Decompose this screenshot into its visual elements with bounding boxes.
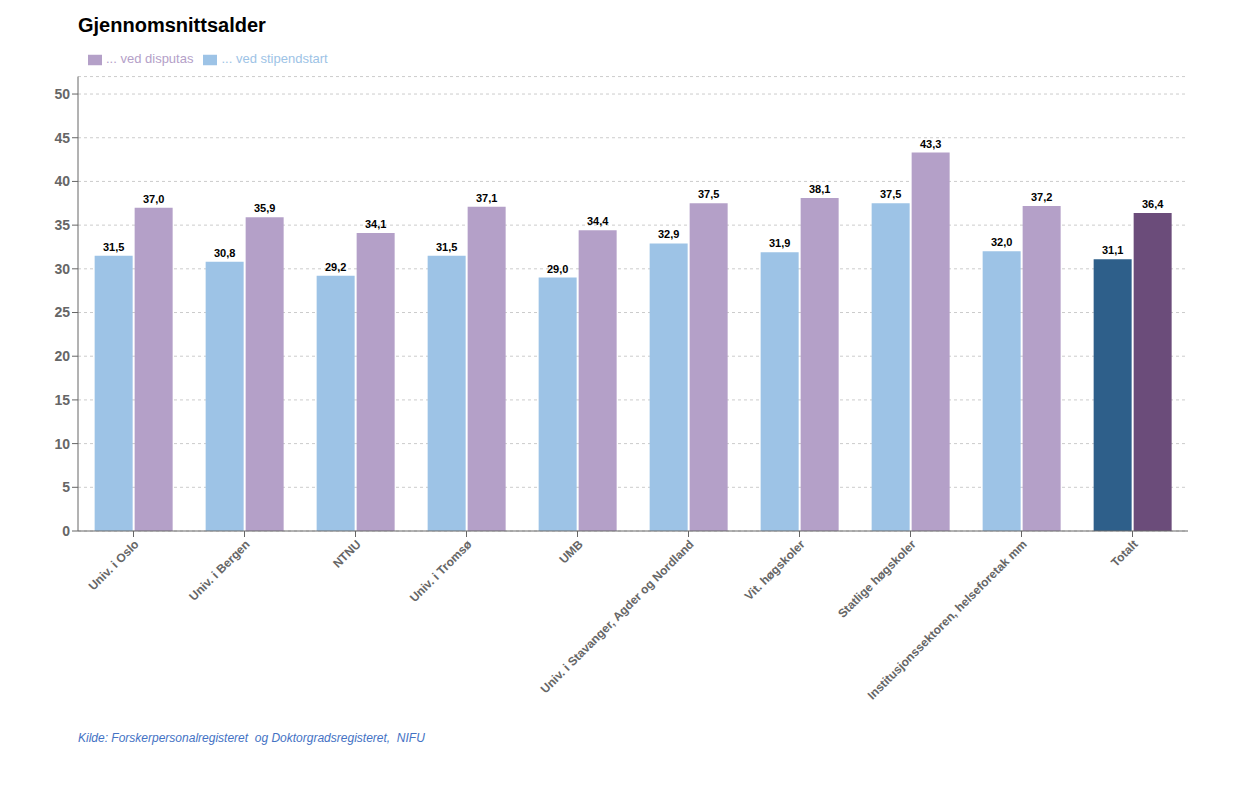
html-text:Gjennomsnittsalder: Gjennomsnittsalder (78, 14, 266, 36)
svg-text:Univ. i Bergen: Univ. i Bergen (186, 537, 252, 603)
svg-text:Univ. i Stavanger, Agder og No: Univ. i Stavanger, Agder og Nordland (538, 537, 697, 696)
svg-text:36,4: 36,4 (1142, 198, 1164, 210)
svg-text:45: 45 (54, 130, 70, 146)
svg-text:NTNU: NTNU (330, 537, 363, 570)
svg-text:Totalt: Totalt (1108, 537, 1140, 569)
svg-text:50: 50 (54, 86, 70, 102)
svg-text:38,1: 38,1 (809, 183, 830, 195)
svg-text:43,3: 43,3 (920, 138, 941, 150)
html-text:... ved disputas: ... ved disputas (106, 51, 194, 66)
svg-text:5: 5 (62, 479, 70, 495)
svg-text:29,2: 29,2 (325, 261, 346, 273)
svg-text:Statlige høgskoler: Statlige høgskoler (835, 537, 919, 621)
svg-text:32,9: 32,9 (658, 228, 679, 240)
svg-text:31,5: 31,5 (436, 241, 457, 253)
svg-text:37,5: 37,5 (880, 188, 901, 200)
svg-text:0: 0 (62, 523, 70, 539)
svg-text:Univ. i Tromsø: Univ. i Tromsø (407, 537, 475, 605)
svg-text:37,1: 37,1 (476, 192, 497, 204)
svg-text:37,0: 37,0 (143, 193, 164, 205)
svg-text:30: 30 (54, 261, 70, 277)
svg-text:Institusjonssektoren, helsefor: Institusjonssektoren, helseforetak mm (865, 537, 1030, 702)
svg-text:30,8: 30,8 (214, 247, 235, 259)
svg-text:Vit. høgskoler: Vit. høgskoler (742, 537, 808, 603)
svg-text:29,0: 29,0 (547, 263, 568, 275)
html-text:Kilde: Forskerpersonalregister: Kilde: Forskerpersonalregisteret og Dokt… (78, 731, 425, 745)
svg-text:10: 10 (54, 436, 70, 452)
svg-text:35: 35 (54, 217, 70, 233)
svg-text:15: 15 (54, 392, 70, 408)
svg-text:Univ. i Oslo: Univ. i Oslo (86, 537, 142, 593)
svg-text:32,0: 32,0 (991, 236, 1012, 248)
html-text:... ved stipendstart: ... ved stipendstart (221, 51, 328, 66)
svg-text:34,1: 34,1 (365, 218, 386, 230)
svg-text:37,2: 37,2 (1031, 191, 1052, 203)
svg-text:31,1: 31,1 (1102, 244, 1123, 256)
svg-text:34,4: 34,4 (587, 215, 609, 227)
svg-text:UMB: UMB (556, 537, 585, 566)
svg-text:35,9: 35,9 (254, 202, 275, 214)
svg-text:37,5: 37,5 (698, 188, 719, 200)
svg-text:31,5: 31,5 (103, 241, 124, 253)
svg-text:40: 40 (54, 173, 70, 189)
svg-text:20: 20 (54, 348, 70, 364)
svg-text:31,9: 31,9 (769, 237, 790, 249)
svg-text:25: 25 (54, 304, 70, 320)
